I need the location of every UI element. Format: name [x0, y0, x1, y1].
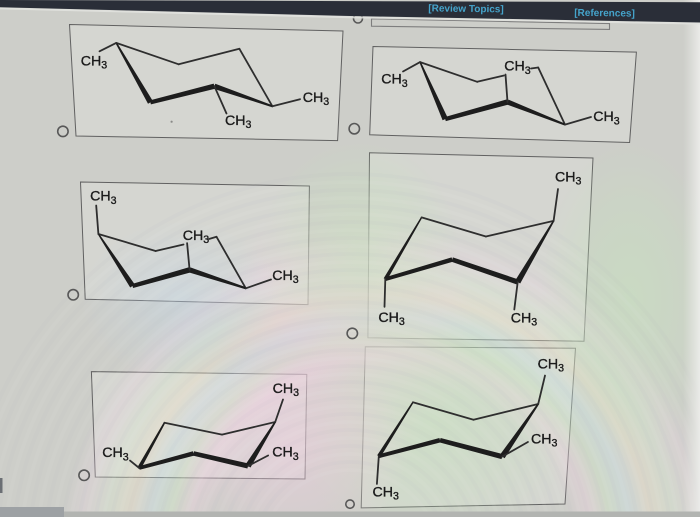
svg-text:CH3: CH3: [504, 59, 531, 77]
svg-text:CH3: CH3: [381, 72, 408, 90]
svg-text:CH3: CH3: [90, 189, 117, 207]
svg-text:CH3: CH3: [593, 109, 620, 127]
svg-text:CH3: CH3: [303, 90, 330, 108]
svg-text:CH3: CH3: [531, 432, 558, 450]
svg-text:CH3: CH3: [511, 310, 538, 328]
svg-text:CH3: CH3: [372, 484, 399, 502]
svg-text:[Review Topics]: [Review Topics]: [428, 3, 504, 15]
svg-text:CH3: CH3: [102, 445, 129, 463]
svg-text:CH3: CH3: [273, 381, 300, 399]
svg-text:CH3: CH3: [183, 228, 210, 246]
svg-text:[References]: [References]: [574, 8, 635, 20]
svg-text:CH3: CH3: [272, 445, 299, 463]
svg-text:CH3: CH3: [555, 170, 582, 188]
svg-text:CH3: CH3: [272, 268, 299, 286]
svg-text:CH3: CH3: [81, 53, 108, 71]
svg-text:CH3: CH3: [378, 310, 405, 328]
svg-text:CH3: CH3: [538, 356, 565, 374]
svg-text:CH3: CH3: [225, 113, 252, 131]
